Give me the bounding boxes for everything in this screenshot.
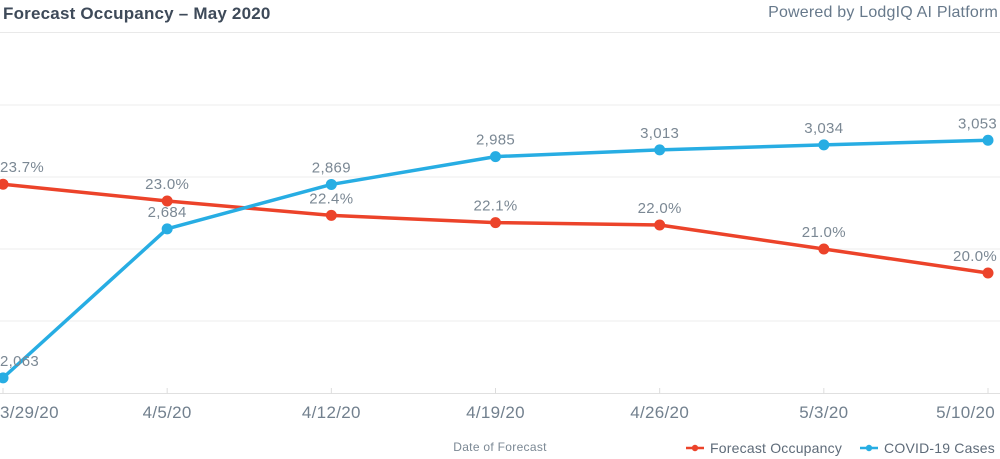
- chart-title: Forecast Occupancy – May 2020: [3, 4, 271, 23]
- chart-footer: Date of Forecast Forecast Occupancy COVID…: [0, 437, 1000, 459]
- data-point-label: 21.0%: [802, 224, 846, 241]
- data-point-label: 20.0%: [953, 248, 997, 265]
- data-point-label: 23.0%: [145, 176, 189, 193]
- data-point-forecast-occupancy: [161, 195, 173, 207]
- data-point-label: 22.0%: [638, 200, 682, 217]
- data-point-covid-19-cases: [818, 139, 830, 151]
- x-axis-title: Date of Forecast: [453, 440, 547, 454]
- x-tick-label: 5/3/20: [799, 403, 848, 422]
- data-point-label: 22.1%: [473, 198, 517, 215]
- chart-header: Forecast Occupancy – May 2020 Powered by…: [0, 0, 1000, 33]
- data-point-forecast-occupancy: [982, 267, 994, 279]
- data-point-forecast-occupancy: [0, 178, 9, 190]
- data-point-label: 3,053: [958, 115, 997, 132]
- data-point-covid-19-cases: [325, 178, 337, 190]
- data-point-covid-19-cases: [0, 372, 9, 384]
- x-tick-label: 4/5/20: [143, 403, 192, 422]
- legend: Forecast Occupancy COVID-19 Cases: [686, 440, 995, 456]
- data-point-forecast-occupancy: [490, 217, 501, 229]
- data-point-covid-19-cases: [161, 223, 173, 235]
- data-point-label: 2,063: [0, 353, 39, 370]
- x-tick-label: 4/26/20: [630, 403, 689, 422]
- x-tick-label: 4/19/20: [466, 403, 525, 422]
- legend-item-forecast-occupancy[interactable]: Forecast Occupancy: [686, 440, 842, 456]
- legend-item-label: Forecast Occupancy: [710, 440, 843, 456]
- data-point-covid-19-cases: [982, 134, 994, 146]
- data-point-forecast-occupancy: [325, 209, 337, 221]
- legend-item-label: COVID-19 Cases: [884, 440, 995, 456]
- data-point-forecast-occupancy: [818, 243, 830, 255]
- data-point-label: 2,684: [148, 204, 187, 221]
- legend-marker-icon: [686, 444, 705, 452]
- powered-by-label: Powered by LodgIQ AI Platform: [768, 4, 998, 21]
- data-point-label: 3,034: [804, 120, 843, 137]
- data-point-label: 2,869: [312, 159, 351, 176]
- x-tick-label: 5/10/20: [936, 403, 995, 422]
- data-point-label: 22.4%: [309, 190, 353, 207]
- legend-item-covid-19-cases[interactable]: COVID-19 Cases: [860, 440, 995, 456]
- x-tick-label: 4/12/20: [302, 403, 361, 422]
- x-tick-label: 3/29/20: [0, 403, 59, 422]
- data-point-label: 3,013: [640, 125, 679, 142]
- data-point-label: 2,985: [476, 132, 515, 149]
- data-point-forecast-occupancy: [654, 219, 666, 231]
- legend-marker-icon: [860, 444, 879, 452]
- data-point-label: 23.7%: [0, 159, 44, 176]
- data-point-covid-19-cases: [490, 151, 501, 163]
- data-point-covid-19-cases: [654, 144, 666, 156]
